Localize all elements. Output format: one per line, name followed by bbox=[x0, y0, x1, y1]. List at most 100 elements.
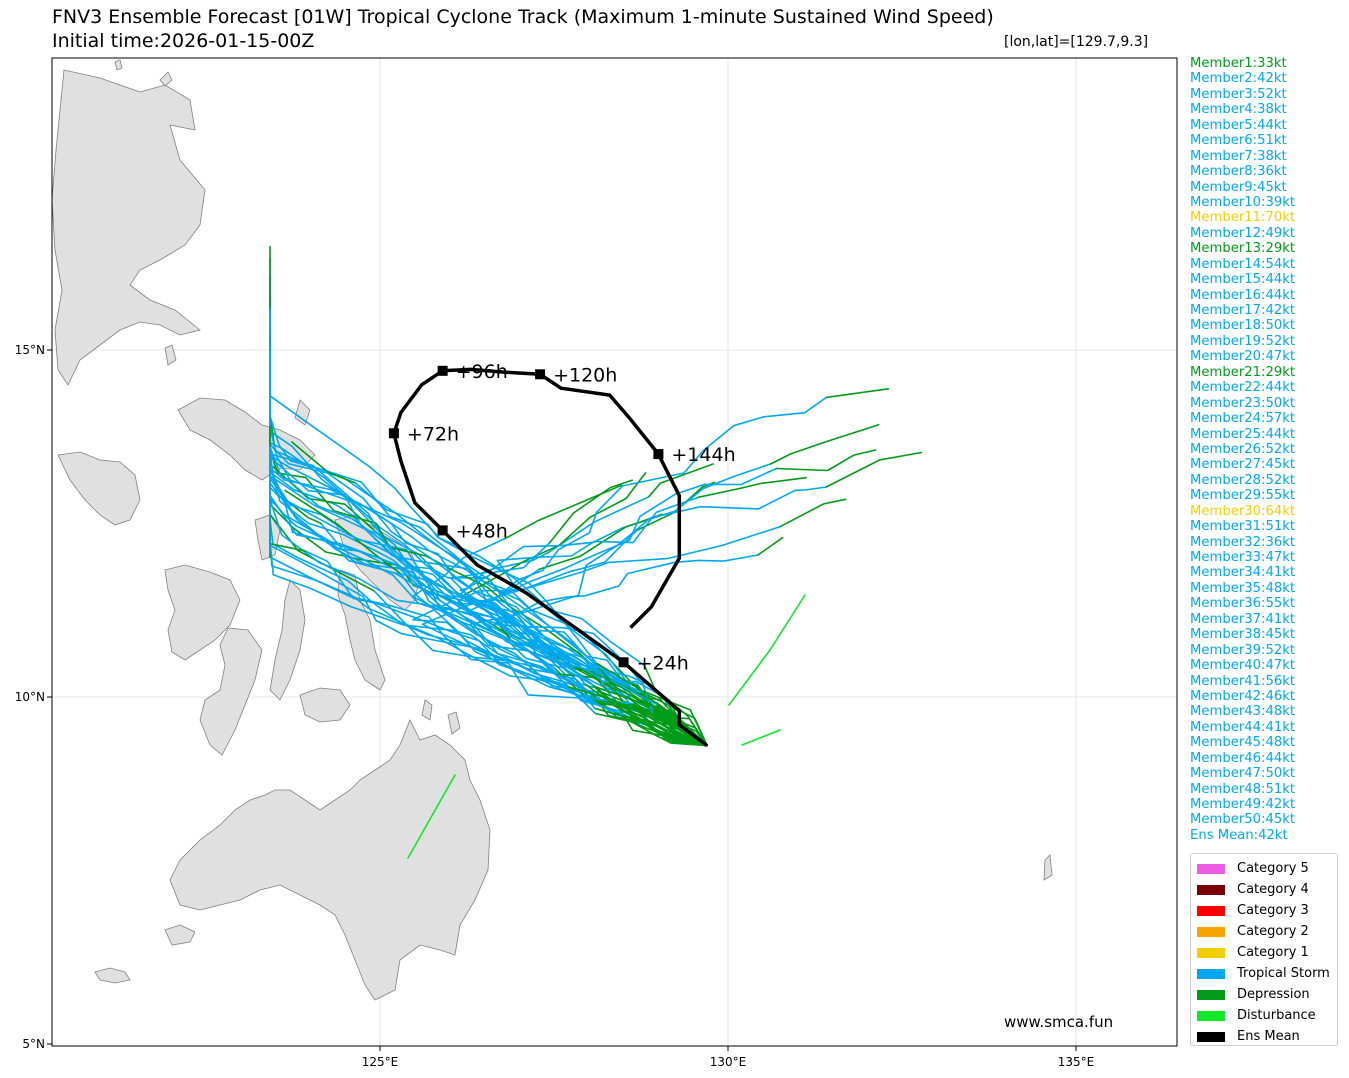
member-label: Member11:70kt bbox=[1190, 210, 1296, 226]
member-track-segment bbox=[779, 498, 847, 528]
member-label: Member13:29kt bbox=[1190, 241, 1296, 257]
member-label: Member19:52kt bbox=[1190, 333, 1296, 349]
member-label: Member23:50kt bbox=[1190, 395, 1296, 411]
ens-mean-time-label: +24h bbox=[637, 652, 689, 674]
ens-mean-time-label: +72h bbox=[407, 423, 459, 445]
member-label: Member27:45kt bbox=[1190, 457, 1296, 473]
member-label: Member30:64kt bbox=[1190, 503, 1296, 519]
chart-title: FNV3 Ensemble Forecast [01W] Tropical Cy… bbox=[52, 6, 994, 28]
ens-mean-time-label: +48h bbox=[456, 520, 508, 542]
legend-swatch bbox=[1197, 926, 1225, 937]
mindanao-land bbox=[169, 719, 491, 1001]
member-tracks bbox=[269, 245, 923, 859]
y-tick-label: 15°N bbox=[15, 343, 45, 357]
member-label: Member35:48kt bbox=[1190, 580, 1296, 596]
member-label: Member38:45kt bbox=[1190, 627, 1296, 643]
legend-label: Tropical Storm bbox=[1237, 966, 1330, 981]
catanduanes-land bbox=[294, 399, 311, 426]
siargao-land bbox=[447, 711, 461, 735]
member-track-segment bbox=[647, 463, 714, 498]
member-label: Member7:38kt bbox=[1190, 148, 1287, 164]
member-track-segment bbox=[269, 449, 645, 699]
member-label: Member17:42kt bbox=[1190, 303, 1296, 318]
member-label: Member46:44kt bbox=[1190, 750, 1296, 766]
y-axis-ticks: 15°N 10°N 5°N bbox=[15, 343, 52, 1051]
dinagat-land bbox=[421, 699, 433, 721]
member-label: Member28:52kt bbox=[1190, 472, 1296, 488]
member-label: Member25:44kt bbox=[1190, 426, 1296, 442]
member-track-segment bbox=[594, 685, 708, 747]
member-track-segment bbox=[291, 441, 357, 484]
legend-label: Depression bbox=[1237, 987, 1310, 1002]
member-label: Member31:51kt bbox=[1190, 519, 1296, 535]
member-label: Member8:36kt bbox=[1190, 164, 1287, 180]
category-legend: Category 5 Category 4 Category 3 Category 2… bbox=[1190, 853, 1338, 1046]
member-track-segment bbox=[354, 482, 646, 667]
cebu-land bbox=[269, 579, 306, 701]
member-label: Member36:55kt bbox=[1190, 596, 1296, 612]
member-track-segment bbox=[549, 479, 633, 544]
member-label: Ens Mean:42kt bbox=[1190, 827, 1288, 843]
member-label: Member10:39kt bbox=[1190, 194, 1296, 210]
member-track-segment bbox=[825, 451, 923, 488]
ens-mean-marker bbox=[618, 657, 629, 668]
member-label: Member22:44kt bbox=[1190, 380, 1296, 396]
member-label: Member43:48kt bbox=[1190, 704, 1296, 720]
member-track-segment bbox=[269, 307, 600, 669]
member-label: Member2:42kt bbox=[1190, 71, 1287, 87]
member-track-segment bbox=[558, 472, 647, 547]
member-label: Member9:45kt bbox=[1190, 179, 1287, 195]
lonlat-label: [lon,lat]=[129.7,9.3] bbox=[1004, 34, 1149, 50]
member-label: Member33:47kt bbox=[1190, 550, 1296, 565]
x-axis-ticks: 125°E 130°E 135°E bbox=[362, 1046, 1095, 1069]
legend-label: Ens Mean bbox=[1237, 1029, 1300, 1044]
x-tick-label: 130°E bbox=[710, 1055, 747, 1069]
member-label: Member48:51kt bbox=[1190, 781, 1296, 797]
member-track-segment bbox=[269, 556, 627, 716]
legend-entry: Tropical Storm bbox=[1197, 963, 1331, 984]
member-track-segment bbox=[697, 476, 808, 499]
member-label: Member18:50kt bbox=[1190, 318, 1296, 334]
y-tick-label: 10°N bbox=[15, 690, 45, 704]
legend-swatch bbox=[1197, 1010, 1225, 1021]
member-label: Member21:29kt bbox=[1190, 364, 1296, 380]
palau-land bbox=[1043, 854, 1053, 881]
member-intensity-list: Member1:33kt Member2:42kt Member3:52kt Memb… bbox=[1190, 56, 1295, 843]
x-tick-label: 135°E bbox=[1058, 1055, 1095, 1069]
member-label: Member3:52kt bbox=[1190, 86, 1287, 102]
member-label: Member34:41kt bbox=[1190, 565, 1296, 581]
legend-entry: Depression bbox=[1197, 984, 1331, 1005]
member-track-segment bbox=[591, 683, 708, 747]
ens-mean-time-label: +96h bbox=[456, 361, 508, 383]
member-label: Member5:44kt bbox=[1190, 117, 1287, 133]
mindoro-land bbox=[57, 451, 141, 526]
legend-entry: Category 1 bbox=[1197, 942, 1331, 963]
member-label: Member4:38kt bbox=[1190, 102, 1287, 118]
legend-label: Category 2 bbox=[1237, 924, 1309, 939]
legend-swatch bbox=[1197, 884, 1225, 895]
x-tick-label: 125°E bbox=[362, 1055, 399, 1069]
member-label: Member6:51kt bbox=[1190, 133, 1287, 149]
member-label: Member15:44kt bbox=[1190, 272, 1296, 288]
luzon-land bbox=[52, 69, 206, 386]
initial-time: Initial time:2026-01-15-00Z bbox=[52, 30, 315, 52]
legend-entry: Ens Mean bbox=[1197, 1026, 1331, 1047]
website-watermark: www.smca.fun bbox=[1004, 1013, 1114, 1031]
ens-mean-line bbox=[392, 367, 709, 748]
member-track-segment bbox=[269, 471, 569, 688]
member-track-segment bbox=[486, 396, 828, 714]
member-track-segment bbox=[303, 549, 632, 705]
member-track-segment bbox=[497, 554, 759, 664]
ens-mean-marker bbox=[437, 525, 448, 536]
member-label: Member20:47kt bbox=[1190, 349, 1296, 365]
member-track-segment bbox=[469, 486, 828, 695]
member-track-segment bbox=[741, 729, 781, 746]
legend-entry: Category 2 bbox=[1197, 921, 1331, 942]
member-label: Member24:57kt bbox=[1190, 411, 1296, 427]
member-track-segment bbox=[825, 387, 890, 399]
member-track-segment bbox=[459, 541, 617, 704]
member-label: Member47:50kt bbox=[1190, 766, 1296, 782]
ens-mean-marker bbox=[388, 428, 399, 439]
legend-swatch bbox=[1197, 989, 1225, 1000]
